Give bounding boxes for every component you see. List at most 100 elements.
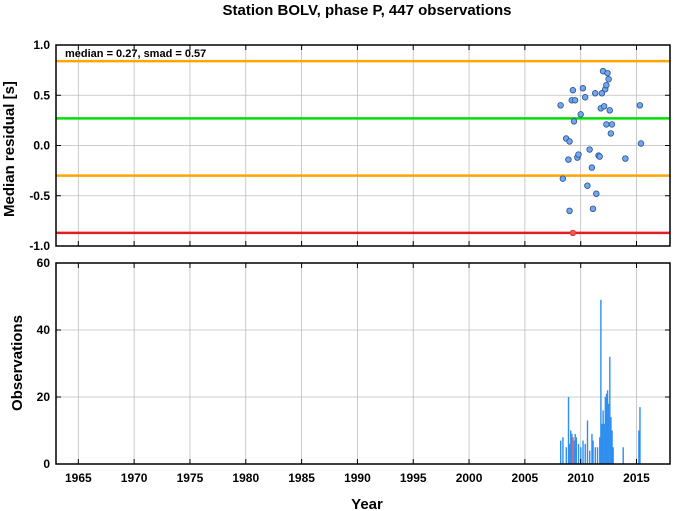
residual-point: [603, 81, 610, 89]
observation-bar: [580, 447, 582, 464]
observations-y-tick-label: 0: [43, 457, 50, 471]
residual-point: [557, 102, 564, 109]
residual-y-tick-label: 0.5: [33, 88, 50, 102]
residual-point: [579, 85, 587, 92]
observation-bar: [639, 407, 641, 464]
residual-point: [592, 90, 599, 97]
residual-point: [596, 153, 603, 160]
stats-annotation: median = 0.27, smad = 0.57: [65, 48, 206, 60]
residual-point: [570, 118, 578, 125]
observation-bar: [599, 437, 601, 464]
observation-bar: [604, 397, 607, 464]
residual-point: [566, 138, 573, 145]
observation-bar: [610, 417, 612, 464]
observation-bar: [565, 447, 567, 464]
observation-bar: [562, 437, 564, 464]
year-axis-label: Year: [351, 496, 383, 511]
residual-point: [584, 182, 591, 189]
observation-bar: [571, 433, 573, 464]
residual-points: [557, 67, 645, 237]
residual-point: [637, 140, 645, 147]
outlier-bar: [572, 437, 574, 464]
residual-point: [598, 90, 606, 97]
observation-bar: [573, 440, 575, 464]
observation-bar: [574, 433, 576, 464]
observations-y-tick-label: 60: [37, 256, 51, 270]
residual-point: [636, 102, 644, 109]
residual-point: [593, 190, 600, 197]
observations-ticks: 1965 1970 1975 1980 1985 1990 1995 2000 2005 2010…: [37, 45, 670, 485]
observations-grid: [56, 262, 670, 465]
residual-point: [588, 164, 596, 171]
observation-bar: [602, 410, 604, 464]
residual-y-tick-label: -0.5: [29, 189, 50, 203]
x-tick-label: 1990: [344, 471, 371, 485]
observations-y-tick-label: 20: [37, 390, 51, 404]
residual-point: [608, 121, 616, 128]
residual-point: [605, 75, 612, 83]
residual-point: [600, 103, 608, 110]
residual-point: [581, 94, 589, 101]
observation-bar: [559, 440, 562, 464]
observations-y-tick-label: 40: [37, 323, 51, 337]
observation-bar: [570, 430, 572, 464]
observation-bars: [559, 299, 641, 464]
observation-bar: [605, 393, 608, 464]
observation-bar: [608, 403, 610, 464]
residual-panel: 1.0 0.5 0.0 -0.5 -1.0 median = 0.27, smad = …: [1, 38, 671, 253]
x-tick-label: 1965: [65, 471, 92, 485]
observation-bar: [584, 443, 586, 464]
observation-bar: [612, 447, 614, 464]
observation-bar: [586, 420, 589, 464]
observation-bar: [609, 356, 611, 464]
x-tick-label: 1970: [121, 471, 148, 485]
x-tick-label: 2005: [512, 471, 539, 485]
residual-point: [571, 97, 579, 104]
x-tick-label: 1980: [232, 471, 259, 485]
residual-y-ticks: 1.0 0.5 0.0 -0.5 -1.0: [29, 38, 670, 253]
observation-bar: [606, 390, 609, 464]
observation-bar: [601, 423, 603, 464]
chart-title: Station BOLV, phase P, 447 observations: [223, 2, 512, 19]
observation-bar: [622, 447, 624, 464]
observations-y-axis-label: Observations: [9, 315, 26, 411]
observation-bar: [567, 397, 570, 464]
observation-bar: [603, 423, 605, 464]
residual-grid: [56, 44, 670, 247]
residual-point: [603, 121, 610, 128]
residual-point: [604, 69, 611, 77]
residual-point: [566, 207, 573, 215]
observation-bar: [594, 447, 597, 464]
x-tick-label: 1995: [400, 471, 427, 485]
observation-bar: [591, 433, 593, 464]
observation-bar: [575, 437, 578, 464]
residual-point: [575, 151, 582, 158]
residual-y-tick-label: -1.0: [29, 239, 50, 253]
x-tick-label: 2015: [623, 471, 650, 485]
residual-point: [565, 156, 572, 163]
x-tick-label: 1975: [177, 471, 204, 485]
observation-bar: [596, 447, 599, 464]
observation-bar: [592, 440, 594, 464]
observation-bar: [577, 443, 580, 464]
observations-frame: [55, 262, 671, 465]
residual-point: [589, 205, 597, 213]
observations-panel: 1965 1970 1975 1980 1985 1990 1995 2000 2005 2010…: [9, 45, 671, 511]
residual-y-tick-label: 0.0: [33, 139, 50, 153]
x-tick-label: 2000: [456, 471, 483, 485]
residual-point: [606, 107, 613, 114]
observation-bar: [589, 450, 591, 464]
residual-y-tick-label: 1.0: [33, 38, 50, 52]
x-tick-label: 1985: [288, 471, 315, 485]
x-tick-label: 2010: [567, 471, 594, 485]
residual-point: [559, 175, 567, 182]
outlier-point: [569, 229, 577, 237]
residual-point: [586, 146, 593, 153]
observation-bar: [600, 299, 602, 464]
observation-bar: [611, 430, 613, 464]
residual-point: [622, 155, 629, 162]
observation-bar: [568, 443, 571, 464]
residual-point: [577, 111, 584, 118]
reference-lines: [56, 59, 670, 235]
